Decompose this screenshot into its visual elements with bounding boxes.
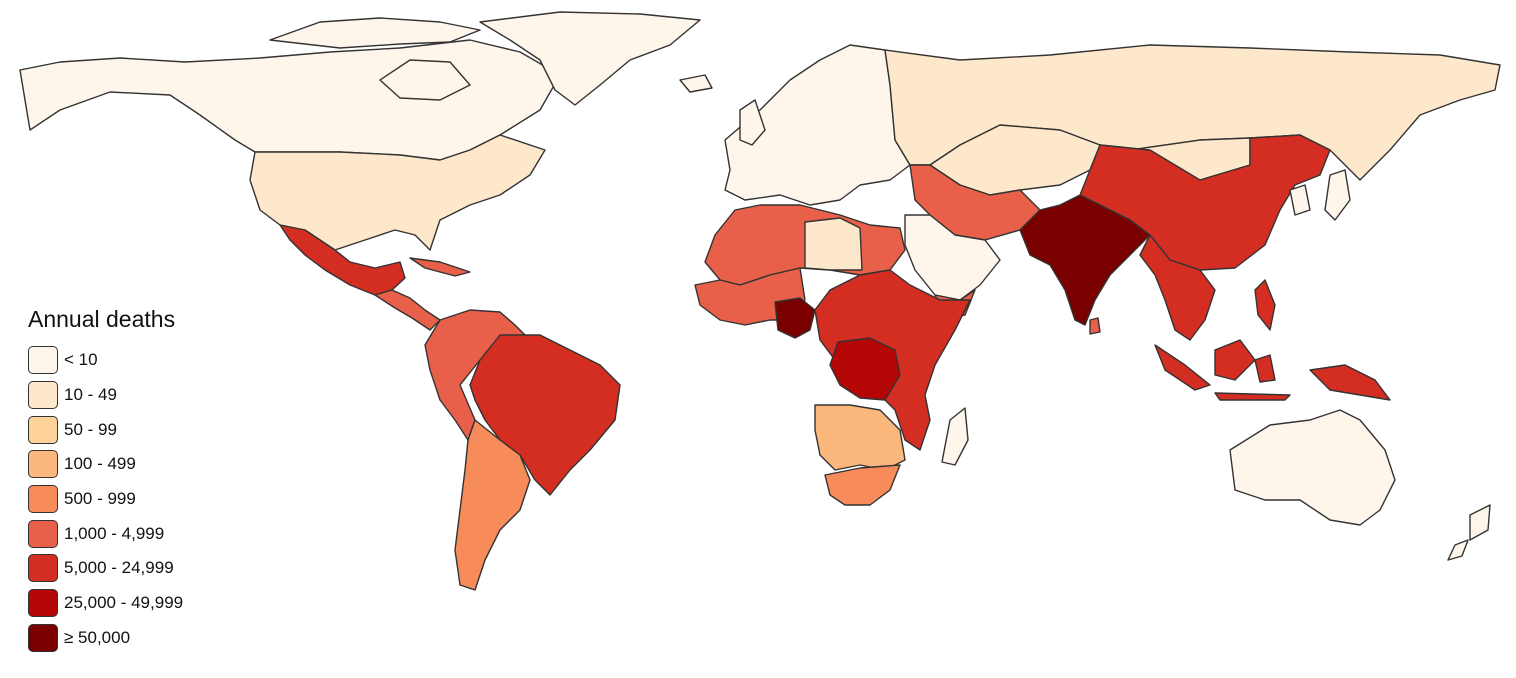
region-philippines xyxy=(1254,279,1276,331)
region-sri-lanka xyxy=(1089,317,1101,335)
region-mainland-southeast-asia xyxy=(1139,234,1216,341)
region-iceland xyxy=(679,74,713,93)
legend-item: ≥ 50,000 xyxy=(28,621,183,656)
region-uk xyxy=(739,99,766,146)
legend-swatch xyxy=(28,381,58,410)
legend-label: 500 - 999 xyxy=(64,489,136,509)
legend-item: 10 - 49 xyxy=(28,378,183,413)
legend-swatch xyxy=(28,519,58,548)
region-southern-africa xyxy=(814,404,906,471)
legend-swatch xyxy=(28,450,58,479)
legend-item: 500 - 999 xyxy=(28,482,183,517)
legend-item: 50 - 99 xyxy=(28,412,183,447)
legend-item: < 10 xyxy=(28,343,183,378)
region-new-zealand xyxy=(1447,504,1491,561)
region-madagascar xyxy=(941,407,969,466)
region-europe xyxy=(724,44,911,206)
region-south-africa xyxy=(824,464,901,506)
region-argentina xyxy=(454,419,531,591)
legend-label: 50 - 99 xyxy=(64,419,117,439)
legend-swatch xyxy=(28,623,58,652)
legend-items: < 10 10 - 49 50 - 99 100 - 499 500 - 999 1,00… xyxy=(28,343,183,655)
legend-swatch xyxy=(28,415,58,444)
legend-label: 25,000 - 49,999 xyxy=(64,593,184,613)
legend-swatch xyxy=(28,346,58,375)
region-indonesia xyxy=(1154,339,1391,401)
legend-swatch xyxy=(28,554,58,583)
region-canada-alaska xyxy=(19,39,561,161)
region-brazil xyxy=(469,334,621,496)
region-central-america xyxy=(374,289,441,331)
legend-label: ≥ 50,000 xyxy=(64,627,131,647)
region-nigeria xyxy=(774,297,816,339)
legend-swatch xyxy=(28,485,58,514)
region-india-south-asia xyxy=(1019,194,1151,326)
legend-label: 5,000 - 24,999 xyxy=(64,558,174,578)
region-libya xyxy=(804,217,863,271)
region-cuba xyxy=(409,257,471,277)
region-australia xyxy=(1229,409,1396,526)
legend-label: < 10 xyxy=(64,350,98,370)
legend-label: 1,000 - 4,999 xyxy=(64,523,165,543)
region-dr-congo xyxy=(829,337,901,401)
legend-item: 1,000 - 4,999 xyxy=(28,516,183,551)
region-greenland xyxy=(479,11,701,106)
legend-label: 100 - 499 xyxy=(64,454,136,474)
region-mexico xyxy=(279,224,406,296)
legend-item: 100 - 499 xyxy=(28,447,183,482)
region-japan-korea xyxy=(1289,169,1351,221)
map-legend: Annual deaths < 10 10 - 49 50 - 99 100 - 49… xyxy=(28,306,183,655)
legend-item: 5,000 - 24,999 xyxy=(28,551,183,586)
legend-title: Annual deaths xyxy=(28,306,176,332)
legend-item: 25,000 - 49,999 xyxy=(28,586,183,621)
region-saudi-arabia xyxy=(904,214,1001,301)
legend-swatch xyxy=(28,589,58,618)
legend-label: 10 - 49 xyxy=(64,385,117,405)
region-arctic-islands-2 xyxy=(379,59,471,101)
region-arctic-islands xyxy=(269,17,481,49)
